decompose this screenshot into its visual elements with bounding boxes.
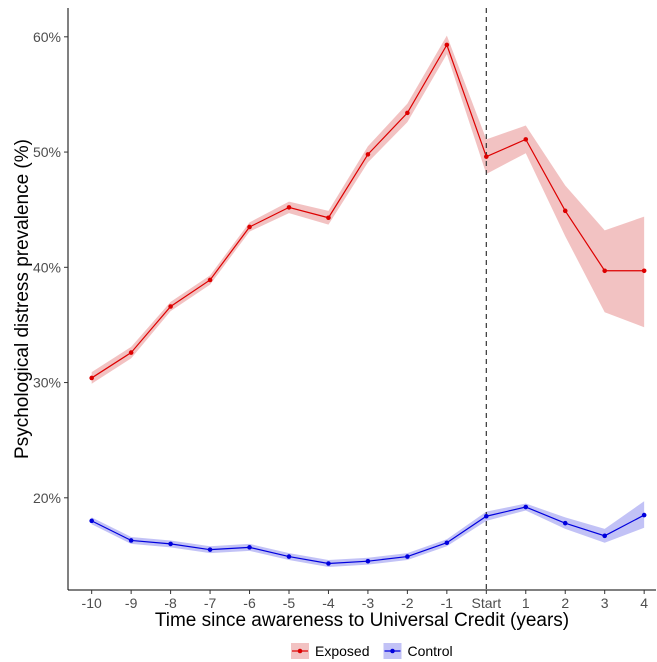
series-points xyxy=(89,42,647,566)
y-tick-label: 60% xyxy=(33,29,61,45)
x-tick-label: Start xyxy=(472,595,502,611)
point-exposed xyxy=(641,268,647,274)
point-exposed xyxy=(207,277,213,283)
point-exposed xyxy=(405,110,410,116)
point-exposed xyxy=(562,208,568,214)
point-control xyxy=(405,554,410,559)
x-axis-title: Time since awareness to Universal Credit… xyxy=(155,610,569,631)
point-control xyxy=(523,504,529,510)
x-tick-label: -5 xyxy=(283,595,296,611)
y-axis: 20% 30% 40% 50% 60% xyxy=(33,29,68,506)
point-exposed xyxy=(523,137,529,142)
point-control xyxy=(326,561,331,566)
x-tick-label: -2 xyxy=(401,595,414,611)
point-control xyxy=(562,520,568,526)
point-exposed xyxy=(247,224,252,230)
point-exposed xyxy=(168,304,173,309)
legend-point-control xyxy=(390,648,395,654)
x-tick-label: -1 xyxy=(441,595,454,611)
point-exposed xyxy=(602,268,607,274)
x-tick-label: 4 xyxy=(640,595,648,611)
point-control xyxy=(286,554,292,559)
x-tick-label: -7 xyxy=(204,595,217,611)
x-tick-label: -8 xyxy=(164,595,177,611)
legend-point-exposed xyxy=(297,648,303,654)
point-control xyxy=(365,558,371,564)
confidence-bands xyxy=(91,35,645,567)
point-exposed xyxy=(128,350,134,355)
band-control xyxy=(91,501,645,567)
y-tick-label: 20% xyxy=(33,490,61,506)
legend-label-control: Control xyxy=(407,643,452,659)
point-control xyxy=(207,547,213,552)
point-exposed xyxy=(365,152,371,157)
point-exposed xyxy=(444,42,450,48)
point-control xyxy=(128,538,134,543)
x-axis: -10 -9 -8 -7 -6 -5 -4 -3 -2 -1 Start 1 2 3 4 xyxy=(82,590,648,611)
point-exposed xyxy=(89,375,94,381)
legend: Exposed Control xyxy=(291,643,453,659)
y-tick-label: 40% xyxy=(33,259,61,275)
point-control xyxy=(247,545,252,550)
point-control xyxy=(168,541,173,547)
x-tick-label: -6 xyxy=(243,595,256,611)
x-tick-label: -10 xyxy=(82,595,102,611)
point-control xyxy=(641,512,647,518)
x-tick-label: 1 xyxy=(522,595,530,611)
point-exposed xyxy=(326,215,331,221)
x-tick-label: -3 xyxy=(362,595,375,611)
y-tick-label: 30% xyxy=(33,375,61,391)
point-control xyxy=(484,513,489,519)
y-tick-label: 50% xyxy=(33,144,61,160)
y-axis-title: Psychological distress prevalence (%) xyxy=(12,139,33,459)
point-control xyxy=(602,533,607,539)
point-control xyxy=(89,518,94,524)
point-control xyxy=(444,540,450,546)
x-tick-label: -9 xyxy=(125,595,138,611)
point-exposed xyxy=(484,154,489,159)
x-tick-label: 2 xyxy=(561,595,569,611)
legend-label-exposed: Exposed xyxy=(315,643,369,659)
x-tick-label: -4 xyxy=(322,595,335,611)
point-exposed xyxy=(286,205,292,210)
x-tick-label: 3 xyxy=(601,595,609,611)
